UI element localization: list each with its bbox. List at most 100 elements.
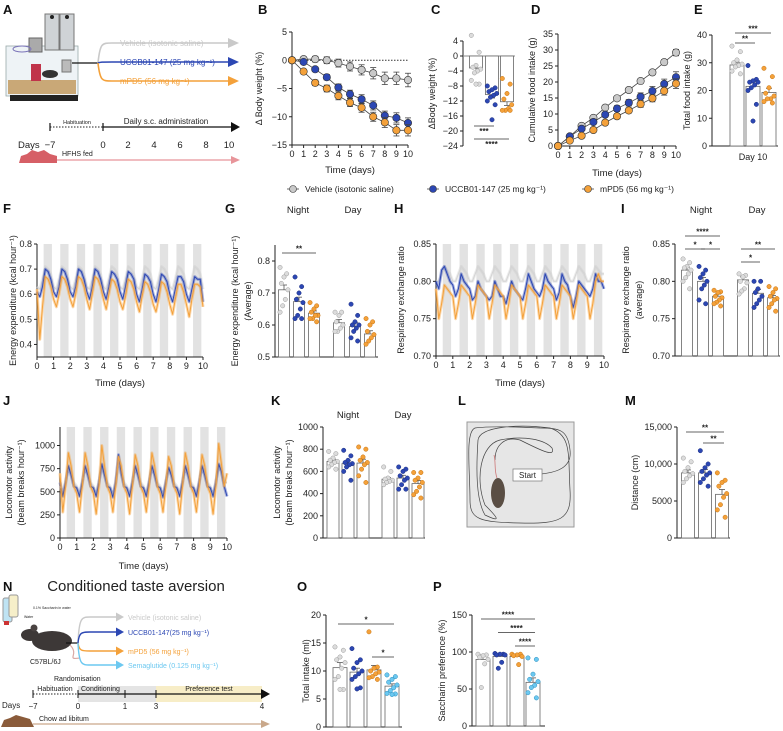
data-point-mpd5	[499, 107, 505, 113]
series-line-mpd5	[36, 276, 204, 340]
data-point-mpd5	[368, 335, 374, 341]
y-tick-label: 0	[462, 721, 467, 731]
y-tick-label: −16	[443, 111, 458, 121]
data-point-vehicle	[334, 59, 343, 68]
data-point-vehicle	[736, 271, 742, 277]
data-point-mpd5	[367, 322, 373, 328]
data-point-mpd5	[414, 488, 420, 494]
data-point-mpd5	[359, 466, 365, 472]
y-tick-label: 0.85	[652, 239, 670, 249]
significance-label: ****	[696, 228, 709, 237]
data-point-mpd5	[411, 492, 417, 498]
data-point-uccb	[300, 300, 306, 306]
data-point-vehicle	[744, 280, 750, 286]
data-point-mpd5	[761, 99, 767, 105]
data-point-uccb	[348, 301, 354, 307]
arrow-head-icon	[261, 689, 270, 699]
data-point-mpd5	[299, 67, 308, 76]
data-point-vehicle	[468, 77, 474, 83]
x-tick-label: 10	[671, 150, 681, 160]
panel-P: P 0 50 100 150 Saccharin preference (%) **** **…	[433, 579, 545, 731]
data-point-mpd5	[715, 290, 721, 295]
y-tick-label: 250	[40, 510, 55, 520]
data-point-uccb	[486, 89, 492, 95]
y-tick-label: 10	[697, 113, 707, 123]
x-tick-label: 4	[101, 361, 106, 371]
data-point-vehicle	[688, 459, 694, 465]
diet-label: HFHS fed	[62, 151, 93, 158]
data-point-vehicle	[333, 319, 339, 325]
x-tick-label: 0	[433, 360, 438, 370]
x-tick-label: 6	[534, 360, 539, 370]
timeline-tick-label: 10	[224, 140, 235, 151]
x-tick-label: 5	[347, 149, 352, 159]
dark-phase-shading	[159, 244, 169, 357]
x-axis-label: Time (days)	[495, 378, 545, 389]
data-point-uccb	[355, 338, 361, 344]
data-point-mpd5	[371, 665, 377, 671]
x-tick-label: 5	[614, 150, 619, 160]
data-point-mpd5	[711, 301, 717, 307]
treatment-arrow	[77, 642, 116, 652]
dark-phase-shading	[193, 244, 202, 357]
data-point-uccb	[357, 657, 363, 663]
legend-item-mpd5: mPD5 (56 mg kg⁻¹)	[582, 184, 674, 194]
data-point-mpd5	[767, 293, 773, 299]
water-label: Water	[24, 615, 34, 619]
data-point-uccb	[484, 98, 490, 104]
data-point-uccb	[636, 92, 645, 101]
y-tick-label: −12	[443, 96, 458, 106]
data-point-uccb	[700, 476, 706, 482]
treatment-arrow	[77, 642, 116, 666]
data-point-mpd5	[507, 81, 513, 87]
metabolic-cage-icon	[5, 13, 79, 101]
panel-label: L	[458, 393, 466, 408]
y-tick-label: 0.80	[413, 276, 431, 286]
x-tick-label: 3	[484, 360, 489, 370]
data-point-mpd5	[357, 103, 366, 112]
panel-label: M	[625, 393, 636, 408]
data-point-mpd5	[719, 480, 725, 485]
data-point-mpd5	[722, 514, 728, 520]
data-point-uccb	[295, 312, 301, 318]
treatment-arrow	[97, 61, 228, 64]
timeline-tick-label: 0	[76, 702, 81, 711]
data-point-vehicle	[278, 280, 284, 286]
saccharin-bottle-icon	[8, 594, 19, 618]
y-tick-label: 0.8	[257, 256, 270, 266]
data-point-vehicle	[284, 271, 290, 277]
y-tick-label: 0.70	[413, 351, 431, 361]
phase-label: Habituation	[37, 686, 73, 693]
treatment-label: Vehicle (isotonic saline)	[128, 615, 201, 622]
data-point-vehicle	[332, 676, 338, 682]
dark-phase-shading	[116, 427, 126, 538]
data-point-mpd5	[366, 629, 372, 635]
data-point-vehicle	[729, 68, 735, 74]
significance-label: ***	[748, 25, 758, 34]
y-tick-label: 0.7	[19, 264, 32, 274]
data-point-vehicle	[601, 103, 610, 112]
y-axis-label: (beam breaks hour⁻¹)	[16, 439, 26, 525]
y-tick-label: 0	[702, 141, 707, 151]
y-axis-label: Respiratory exchange ratio	[621, 246, 631, 354]
y-tick-label: 0.6	[257, 320, 270, 330]
data-point-mpd5	[364, 328, 370, 334]
bar-uccb	[697, 280, 709, 357]
group-label-day: Day	[395, 410, 412, 421]
data-point-vehicle	[682, 468, 688, 474]
data-point-mpd5	[371, 332, 377, 338]
data-point-mpd5	[311, 306, 317, 312]
y-tick-label: 5	[316, 694, 321, 704]
dark-phase-shading	[150, 427, 159, 538]
data-point-vehicle	[311, 55, 320, 64]
timeline-tick-label: 8	[203, 140, 208, 151]
data-point-vehicle	[340, 647, 346, 653]
data-point-vehicle	[473, 81, 479, 87]
data-point-uccb	[292, 316, 298, 322]
x-tick-label: 7	[174, 542, 179, 552]
data-point-mpd5	[773, 286, 779, 292]
series-line-mpd5	[435, 273, 604, 320]
data-point-vehicle	[285, 287, 291, 293]
data-point-mpd5	[361, 462, 367, 468]
data-point-vehicle	[326, 448, 332, 454]
